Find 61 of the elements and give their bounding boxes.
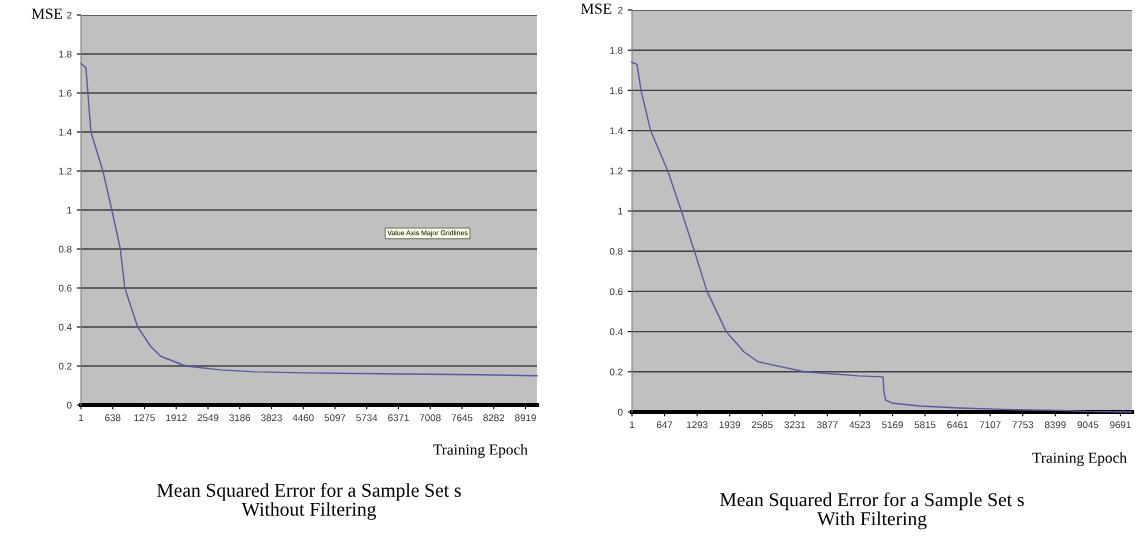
y-tick-label: 0.6 bbox=[58, 284, 72, 292]
x-tick-label: 638 bbox=[105, 414, 121, 422]
x-tick-label: 2549 bbox=[197, 414, 219, 422]
text: Mean Squared Error for a Sample Set s With Filtering bbox=[720, 492, 1024, 530]
x-tick-label: 9691 bbox=[1110, 421, 1131, 429]
x-tick-label: 3186 bbox=[229, 414, 251, 422]
x-tick-label: 5097 bbox=[324, 414, 346, 422]
x-axis-title: Training Epoch bbox=[433, 444, 528, 458]
y-tick-label: 1.8 bbox=[610, 46, 623, 54]
x-tick-label: 5169 bbox=[882, 421, 903, 429]
x-tick-label: 5815 bbox=[914, 421, 936, 429]
x-tick-label: 4460 bbox=[292, 414, 314, 422]
y-tick-label: 0.4 bbox=[58, 323, 72, 331]
x-tick-label: 3231 bbox=[784, 421, 806, 429]
y-tick-label: 0 bbox=[66, 401, 72, 409]
x-tick-label: 3823 bbox=[261, 414, 282, 422]
x-tick-label: 8399 bbox=[1044, 421, 1066, 429]
y-tick-label: 1.2 bbox=[610, 167, 623, 175]
y-axis-title: MSE bbox=[581, 3, 612, 14]
x-tick-label: 8282 bbox=[483, 414, 505, 422]
x-tick-label: 1 bbox=[79, 414, 84, 422]
x-tick-label: 7107 bbox=[979, 421, 1001, 429]
x-tick-label: 6371 bbox=[388, 414, 409, 422]
x-tick-label: 7645 bbox=[451, 414, 473, 422]
x-tick-label: 7008 bbox=[419, 414, 441, 422]
x-tick-label: 8919 bbox=[515, 414, 536, 422]
x-tick-label: 647 bbox=[656, 421, 673, 429]
x-tick-label: 1939 bbox=[719, 421, 741, 429]
x-tick-label: 1293 bbox=[687, 421, 708, 429]
x-tick-label: 3877 bbox=[816, 421, 838, 429]
y-tick-label: 1 bbox=[67, 206, 72, 214]
x-tick-label: 5734 bbox=[356, 414, 378, 422]
y-tick-label: 0.8 bbox=[58, 245, 72, 253]
y-tick-label: 0.8 bbox=[609, 247, 623, 255]
y-tick-label: 2 bbox=[67, 11, 72, 19]
line-series bbox=[80, 63, 538, 377]
y-tick-label: 0.4 bbox=[609, 328, 623, 336]
y-tick-label: 1.4 bbox=[59, 128, 72, 136]
y-tick-label: 0.6 bbox=[609, 288, 623, 296]
y-tick-label: 0 bbox=[617, 408, 623, 416]
y-tick-label: 1.2 bbox=[59, 167, 72, 175]
x-tick-label: 4523 bbox=[849, 421, 871, 429]
line-series bbox=[631, 61, 1132, 413]
y-tick-label: 1.8 bbox=[59, 50, 72, 58]
x-axis-title: Training Epoch bbox=[1032, 452, 1127, 467]
x-tick-label: 9045 bbox=[1077, 421, 1099, 429]
y-tick-label: 1.4 bbox=[610, 127, 623, 135]
x-tick-label: 2585 bbox=[751, 421, 773, 429]
y-tick-label: 2 bbox=[618, 6, 623, 14]
y-tick-label: 1 bbox=[618, 207, 623, 215]
x-tick-label: 6461 bbox=[947, 421, 968, 429]
y-tick-label: 1.6 bbox=[610, 87, 623, 95]
x-tick-label: 1912 bbox=[166, 414, 187, 422]
x-tick-label: 1275 bbox=[134, 414, 155, 422]
y-tick-label: 0.2 bbox=[609, 368, 623, 376]
y-tick-label: 1.6 bbox=[59, 89, 72, 97]
y-axis-title: MSE bbox=[31, 8, 62, 19]
text: Mean Squared Error for a Sample Set s Without Filtering bbox=[157, 483, 461, 520]
x-tick-label: 1 bbox=[630, 421, 635, 429]
x-tick-label: 7753 bbox=[1012, 421, 1034, 429]
y-tick-label: 0.2 bbox=[58, 362, 72, 370]
